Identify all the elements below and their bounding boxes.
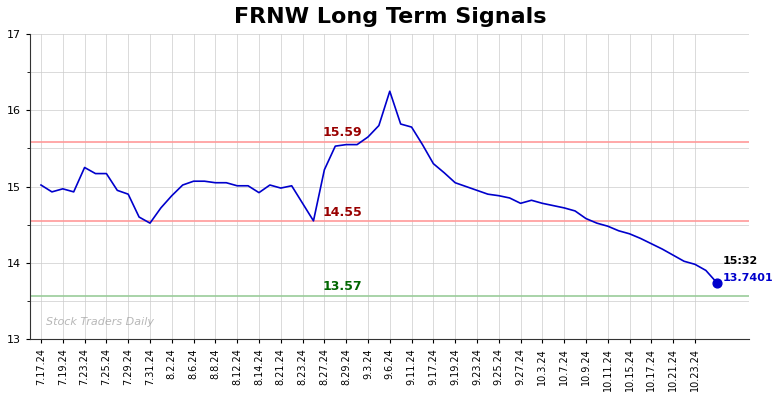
Title: FRNW Long Term Signals: FRNW Long Term Signals [234,7,546,27]
Text: 15.59: 15.59 [322,126,362,139]
Text: 15:32: 15:32 [722,256,757,265]
Text: 13.7401: 13.7401 [722,273,773,283]
Point [710,279,723,286]
Text: Stock Traders Daily: Stock Traders Daily [46,317,154,327]
Text: 14.55: 14.55 [322,205,362,219]
Text: 13.57: 13.57 [322,280,362,293]
